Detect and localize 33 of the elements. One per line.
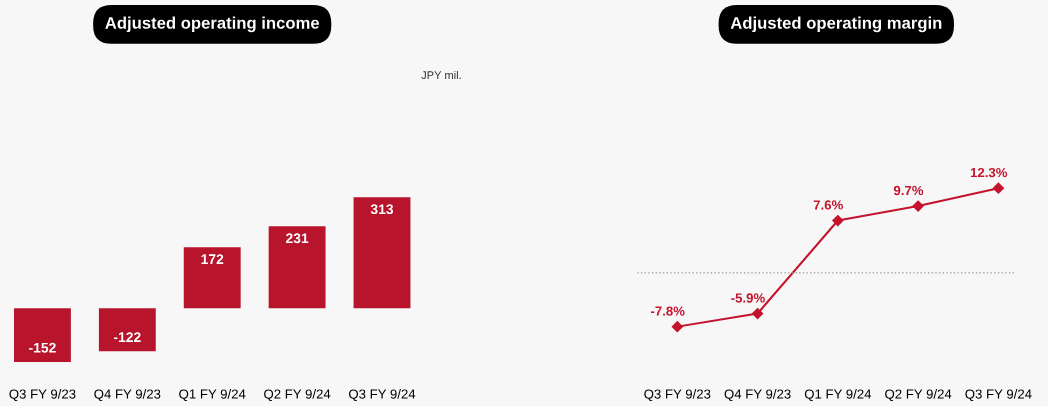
data-label: -122 bbox=[113, 332, 141, 342]
bar bbox=[14, 308, 71, 362]
chart-title: Adjusted operating income bbox=[105, 16, 320, 33]
data-label: 12.3% bbox=[970, 167, 1008, 178]
x-tick-label: Q3 FY 9/23 bbox=[644, 389, 711, 402]
data-label: 7.6% bbox=[813, 200, 843, 210]
point bbox=[751, 307, 764, 320]
x-tick-label: Q3 FY 9/23 bbox=[9, 389, 76, 402]
text: JPY mil. bbox=[421, 70, 461, 80]
x-tick-label: Q2 FY 9/24 bbox=[264, 389, 331, 402]
data-label: 231 bbox=[286, 233, 309, 244]
chart-title: Adjusted operating margin bbox=[730, 16, 942, 33]
point bbox=[832, 214, 844, 227]
data-label: -5.9% bbox=[731, 293, 765, 303]
data-label: 172 bbox=[201, 254, 224, 264]
point bbox=[671, 321, 683, 333]
data-label: -7.8% bbox=[650, 306, 685, 316]
data-label: -152 bbox=[29, 342, 56, 353]
bar bbox=[183, 247, 241, 309]
x-tick-label: Q1 FY 9/24 bbox=[804, 389, 872, 402]
data-label: 9.7% bbox=[893, 185, 924, 196]
x-tick-label: Q3 FY 9/24 bbox=[349, 389, 416, 402]
bar bbox=[353, 197, 411, 309]
x-tick-label: Q1 FY 9/24 bbox=[179, 389, 246, 402]
data-label: 313 bbox=[370, 204, 394, 215]
point bbox=[912, 200, 924, 212]
bar bbox=[98, 308, 156, 352]
x-tick-label: Q4 FY 9/23 bbox=[94, 389, 161, 402]
x-tick-label: Q3 FY 9/24 bbox=[965, 389, 1032, 402]
x-tick-label: Q4 FY 9/23 bbox=[724, 389, 791, 402]
point bbox=[992, 182, 1005, 194]
x-tick-label: Q2 FY 9/24 bbox=[885, 389, 952, 402]
bar bbox=[268, 226, 326, 309]
